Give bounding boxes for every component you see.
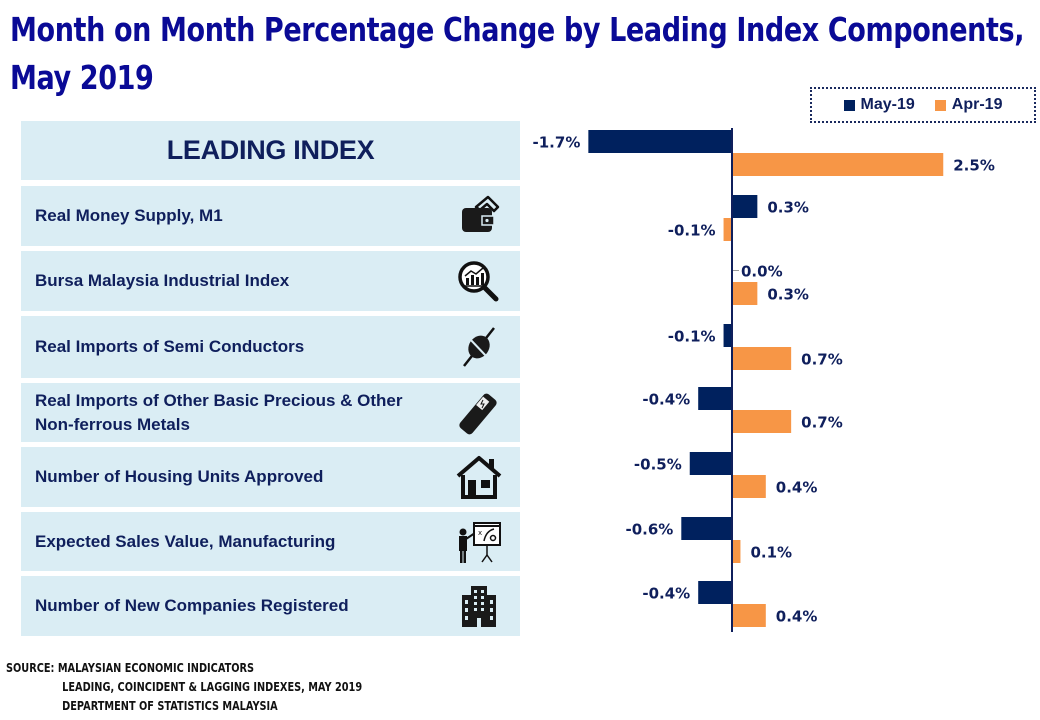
building-icon (452, 581, 506, 631)
legend-item-may-19: May-19 (843, 96, 915, 114)
component-row-new-companies: Number of New Companies Registered (21, 576, 520, 636)
component-label: Expected Sales Value, Manufacturing (35, 531, 336, 551)
component-label: Real Imports of Other Basic Precious & O… (35, 390, 403, 434)
legend-item-apr-19: Apr-19 (934, 96, 1003, 114)
semiconductor-icon (452, 322, 506, 372)
data-label-apr-19-6: 0.1% (750, 544, 792, 562)
data-label-may-19-1: 0.3% (767, 199, 809, 217)
component-row-bursa-malaysia: Bursa Malaysia Industrial Index (21, 251, 520, 311)
data-label-may-19-0: -1.7% (533, 134, 581, 152)
data-label-may-19-3: -0.1% (668, 328, 716, 346)
bar-may-19-6 (681, 517, 732, 540)
source-note: SOURCE: MALAYSIAN ECONOMIC INDICATORS LE… (6, 658, 362, 715)
wallet-icon (452, 191, 506, 241)
data-label-apr-19-4: 0.7% (801, 414, 843, 432)
bar-may-19-4 (698, 387, 732, 410)
data-label-apr-19-2: 0.3% (767, 286, 809, 304)
component-label: Number of Housing Units Approved (35, 467, 324, 486)
house-icon (452, 452, 506, 502)
chart-title: Month on Month Percentage Change by Lead… (10, 6, 1025, 102)
component-label: Bursa Malaysia Industrial Index (35, 271, 290, 290)
leading-index-header: LEADING INDEX (21, 121, 520, 180)
data-label-apr-19-1: -0.1% (668, 222, 716, 240)
component-row-real-money-supply: Real Money Supply, M1 (21, 186, 520, 246)
bar-may-19-7 (698, 581, 732, 604)
component-row-housing-units: Number of Housing Units Approved (21, 447, 520, 507)
data-label-may-19-7: -0.4% (642, 585, 690, 603)
data-label-apr-19-3: 0.7% (801, 351, 843, 369)
legend-swatch-apr-19 (934, 99, 946, 111)
svg-text:x: x (478, 529, 482, 537)
legend-swatch-may-19 (843, 99, 855, 111)
bar-may-19-0 (588, 130, 732, 153)
magnifier-chart-icon (452, 256, 506, 306)
data-label-apr-19-0: 2.5% (953, 157, 995, 175)
bar-may-19-1 (732, 195, 758, 218)
data-label-may-19-6: -0.6% (625, 521, 673, 539)
source-line-2: LEADING, COINCIDENT & LAGGING INDEXES, M… (62, 679, 363, 694)
bar-chart: -1.7% 2.5% 0.3% -0.1% 0.0% 0.3% -0.1% 0.7% -0.4%… (533, 128, 995, 632)
bar-apr-19-0 (732, 153, 944, 176)
metal-bar-icon (452, 388, 506, 438)
chart-legend: May-19 Apr-19 (810, 87, 1036, 123)
bar-may-19-3 (723, 324, 732, 347)
source-line-3: DEPARTMENT OF STATISTICS MALAYSIA (62, 698, 278, 713)
bar-apr-19-4 (732, 410, 792, 433)
data-label-may-19-2: 0.0% (741, 263, 783, 281)
bar-apr-19-1 (723, 218, 732, 241)
presentation-icon: x (452, 517, 506, 567)
bar-apr-19-7 (732, 604, 766, 627)
component-label: Real Imports of Semi Conductors (35, 337, 305, 356)
bar-apr-19-5 (732, 475, 766, 498)
bar-apr-19-6 (732, 540, 741, 563)
source-line-1: SOURCE: MALAYSIAN ECONOMIC INDICATORS (6, 660, 255, 675)
component-row-precious-metals: Real Imports of Other Basic Precious & O… (21, 383, 520, 442)
component-row-expected-sales: Expected Sales Value, Manufacturing x (21, 512, 520, 571)
data-label-apr-19-7: 0.4% (776, 608, 818, 626)
data-label-may-19-5: -0.5% (634, 456, 682, 474)
data-label-may-19-4: -0.4% (642, 391, 690, 409)
component-label: Real Money Supply, M1 (35, 206, 223, 225)
bar-apr-19-2 (732, 282, 758, 305)
data-label-apr-19-5: 0.4% (776, 479, 818, 497)
chart-title-line-2: May 2019 (10, 58, 154, 97)
leading-index-header-label: LEADING INDEX (166, 135, 375, 165)
legend-label-may-19: May-19 (860, 96, 915, 113)
chart-title-line-1: Month on Month Percentage Change by Lead… (10, 10, 1025, 49)
legend-label-apr-19: Apr-19 (951, 96, 1003, 113)
bar-apr-19-3 (732, 347, 792, 370)
component-row-semi-conductors: Real Imports of Semi Conductors (21, 316, 520, 378)
bar-may-19-5 (689, 452, 732, 475)
component-label: Number of New Companies Registered (35, 596, 349, 615)
